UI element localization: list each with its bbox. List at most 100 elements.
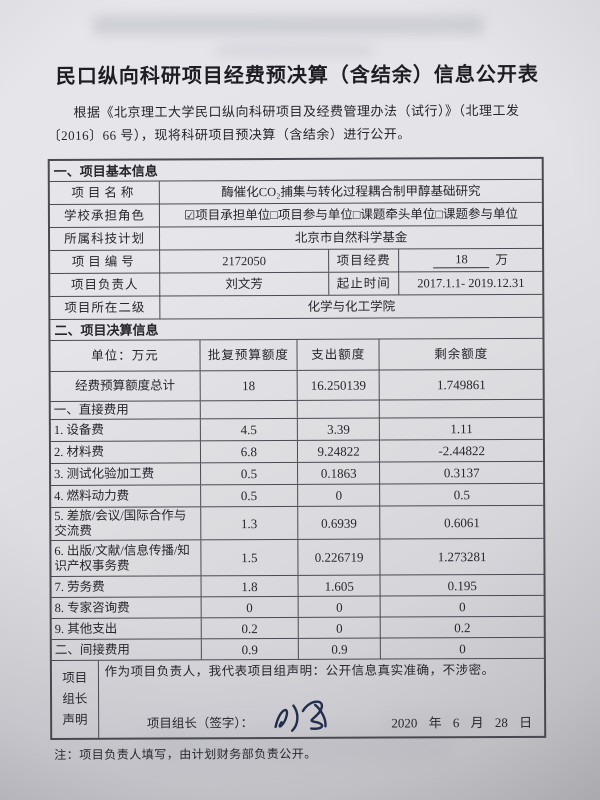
budget-approved: 18 bbox=[199, 370, 297, 401]
budget-row-label: 5. 差旅/会议/国际合作与交流费 bbox=[54, 508, 187, 538]
declaration-body: 作为项目负责人，我代表项目组声明：公开信息真实准确，不涉密。 项目组长（签字）： bbox=[97, 658, 545, 738]
signature-handwriting bbox=[265, 689, 351, 742]
budget-spent: 0.1863 bbox=[297, 462, 380, 484]
budget-remaining: 0.6061 bbox=[379, 505, 544, 539]
period-value: 2017.1.1- 2019.12.31 bbox=[398, 271, 543, 295]
budget-approved: 0.5 bbox=[199, 462, 298, 485]
budget-row-equipment: 1. 设备费 4.5 3.39 1.11 bbox=[50, 416, 543, 441]
funding-label: 项目经费 bbox=[327, 249, 399, 272]
school-row: 项目所在二级 化学与化工学院 bbox=[50, 293, 543, 319]
budget-row-label: 7. 劳务费 bbox=[54, 579, 105, 594]
budget-row-materials: 2. 材料费 6.8 9.24822 -2.44822 bbox=[50, 438, 544, 463]
budget-approved: 6.8 bbox=[199, 440, 298, 463]
budget-remaining: 0.3137 bbox=[379, 461, 544, 484]
budget-column-header-row: 单位：万元 批复预算额度 支出额度 剩余额度 bbox=[50, 337, 543, 371]
project-number-value: 2172050 bbox=[159, 249, 328, 273]
budget-row-label: 9. 其他支出 bbox=[54, 621, 118, 636]
signature-date: 2020 年 6 月 28 日 bbox=[391, 714, 533, 731]
budget-row-labor: 7. 劳务费 1.8 1.605 0.195 bbox=[51, 573, 544, 597]
budget-remaining: 0.5 bbox=[379, 483, 544, 506]
signature-label: 项目组长（签字）： bbox=[146, 716, 254, 731]
budget-row-fuel-power: 4. 燃料动力费 0.5 0 0.5 bbox=[51, 482, 544, 507]
budget-approved bbox=[199, 400, 297, 419]
section-budget-title: 二、项目决算信息 bbox=[54, 322, 159, 338]
section-basic-info-title: 一、项目基本信息 bbox=[53, 163, 158, 179]
budget-unit-header: 单位：万元 bbox=[91, 348, 159, 363]
declaration-label-line: 声明 bbox=[62, 712, 88, 727]
budget-approved: 0.5 bbox=[199, 484, 298, 507]
school-label: 项目所在二级 bbox=[64, 300, 146, 315]
budget-row-label: 4. 燃料动力费 bbox=[54, 488, 130, 503]
budget-remaining: 1.749861 bbox=[378, 369, 543, 400]
budget-row-label: 2. 材料费 bbox=[53, 444, 105, 459]
budget-row-label: 1. 设备费 bbox=[53, 422, 104, 437]
budget-spent: 0 bbox=[297, 484, 380, 506]
page-title: 民口纵向科研项目经费预决算（含结余）信息公开表 bbox=[55, 63, 539, 88]
budget-col-approved: 批复预算额度 bbox=[199, 339, 297, 371]
budget-row-other: 9. 其他支出 0.2 0 0.2 bbox=[51, 615, 544, 639]
budget-spent: 0.9 bbox=[297, 638, 381, 659]
budget-col-remaining: 剩余额度 bbox=[378, 338, 543, 370]
budget-row-label: 经费预算额度总计 bbox=[75, 378, 176, 393]
project-name-value: 酶催化CO₂捕集与转化过程耦合制甲醇基础研究 bbox=[158, 179, 542, 204]
budget-remaining: 0.195 bbox=[379, 574, 544, 596]
budget-row-testing: 3. 测试化验加工费 0.5 0.1863 0.3137 bbox=[51, 460, 544, 485]
budget-row-indirect-costs: 二、间接费用 0.9 0.9 0 bbox=[51, 636, 544, 660]
program-value: 北京市自然科学基金 bbox=[159, 225, 543, 250]
budget-row-label: 一、直接费用 bbox=[53, 402, 129, 417]
budget-spent: 9.24822 bbox=[296, 440, 380, 462]
budget-row-direct-costs: 一、直接费用 bbox=[50, 398, 543, 419]
budget-row-publication-ip: 6. 出版/文献/信息传播/知识产权事务费 1.5 0.226719 1.273… bbox=[51, 537, 544, 576]
budget-spent: 0.6939 bbox=[297, 506, 380, 539]
role-row: 学校承担角色 ☑项目承担单位□项目参与单位□课题牵头单位□课题参与单位 bbox=[49, 201, 542, 227]
budget-row-label: 8. 专家咨询费 bbox=[54, 600, 130, 615]
budget-col-spent: 支出额度 bbox=[296, 339, 379, 370]
declaration-statement: 作为项目负责人，我代表项目组声明：公开信息真实准确，不涉密。 bbox=[104, 663, 495, 679]
budget-spent: 16.250139 bbox=[296, 370, 380, 400]
role-checkboxes: ☑项目承担单位□项目参与单位□课题牵头单位□课题参与单位 bbox=[159, 202, 542, 227]
declaration-label-line: 组长 bbox=[62, 691, 88, 706]
budget-remaining: 1.11 bbox=[379, 417, 543, 440]
budget-approved: 0 bbox=[200, 596, 298, 618]
budget-approved: 0.9 bbox=[200, 638, 298, 660]
project-name-label: 项目名称 bbox=[71, 185, 138, 200]
form-table: 一、项目基本信息 项目名称 酶催化CO₂捕集与转化过程耦合制甲醇基础研究 学校承… bbox=[47, 156, 547, 740]
budget-approved: 1.5 bbox=[200, 539, 298, 576]
period-label: 起止时间 bbox=[327, 272, 399, 295]
budget-row-label: 二、间接费用 bbox=[54, 642, 130, 657]
budget-spent: 3.39 bbox=[296, 418, 380, 440]
declaration-label-line: 项目 bbox=[62, 670, 88, 685]
section-budget-header-row: 二、项目决算信息 bbox=[50, 316, 543, 340]
intro-line-2: 〔2016〕66 号），现将科研项目预决算（含结余）进行公开。 bbox=[47, 126, 411, 143]
role-label: 学校承担角色 bbox=[63, 208, 146, 223]
declaration-label: 项目 组长 声明 bbox=[52, 661, 98, 738]
intro-paragraph: 根据《北京理工大学民口纵向科研项目及经费管理办法（试行）》（北理工发 〔2016… bbox=[47, 99, 547, 147]
footer-note: 注：项目负责人填写，由计划财务部负责公开。 bbox=[54, 746, 317, 762]
budget-remaining: 0.2 bbox=[380, 616, 544, 638]
budget-spent: 1.605 bbox=[297, 575, 380, 596]
budget-spent: 0 bbox=[297, 596, 381, 617]
funding-amount: 18 bbox=[433, 252, 490, 269]
budget-row-label: 6. 出版/文献/信息传播/知识产权事务费 bbox=[54, 542, 190, 573]
funding-unit: 万 bbox=[495, 252, 509, 267]
budget-spent: 0 bbox=[297, 617, 381, 638]
budget-approved: 0.2 bbox=[200, 617, 298, 639]
school-value: 化学与化工学院 bbox=[159, 294, 543, 319]
project-number-label: 项目编号 bbox=[71, 254, 138, 269]
declaration-row: 项目 组长 声明 作为项目负责人，我代表项目组声明：公开信息真实准确，不涉密。 … bbox=[51, 657, 545, 738]
budget-row-label: 3. 测试化验加工费 bbox=[54, 466, 155, 481]
budget-row-expert-consulting: 8. 专家咨询费 0 0 0 bbox=[51, 594, 544, 618]
number-funding-row: 项目编号 2172050 项目经费 18 万 bbox=[50, 247, 543, 273]
program-row: 所属科技计划 北京市自然科学基金 bbox=[49, 224, 543, 250]
budget-remaining: 0 bbox=[380, 637, 544, 659]
project-name-row: 项目名称 酶催化CO₂捕集与转化过程耦合制甲醇基础研究 bbox=[49, 178, 542, 204]
intro-line-1: 根据《北京理工大学民口纵向科研项目及经费管理办法（试行）》（北理工发 bbox=[73, 102, 520, 120]
budget-remaining: 0 bbox=[379, 595, 544, 617]
leader-label: 项目负责人 bbox=[71, 277, 139, 292]
program-label: 所属科技计划 bbox=[64, 231, 146, 246]
funding-value: 18 万 bbox=[398, 248, 543, 272]
section-basic-info-header-row: 一、项目基本信息 bbox=[50, 159, 542, 181]
budget-row-travel-conference: 5. 差旅/会议/国际合作与交流费 1.3 0.6939 0.6061 bbox=[51, 504, 544, 540]
budget-remaining bbox=[379, 399, 543, 418]
